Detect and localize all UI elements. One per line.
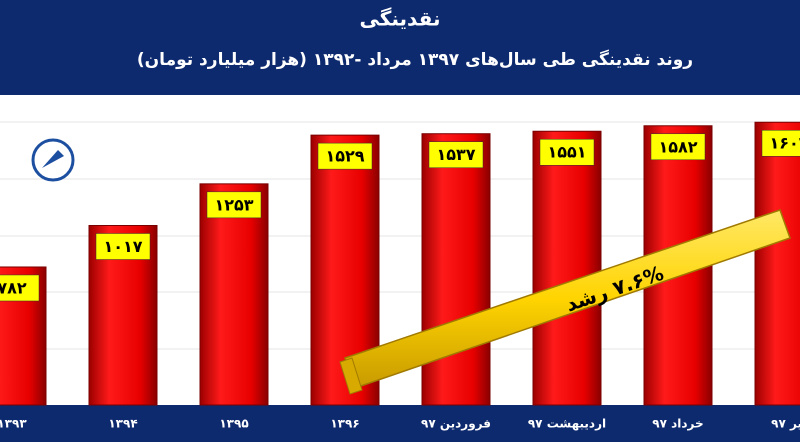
chart-title: نقدینگی bbox=[360, 7, 441, 31]
value-label-box bbox=[650, 133, 706, 161]
value-label-box bbox=[206, 191, 262, 219]
value-label: ۱۵۵۱ bbox=[547, 143, 586, 162]
value-label: ۱۲۵۳ bbox=[214, 195, 253, 214]
footer-band bbox=[0, 405, 800, 442]
bar bbox=[532, 130, 602, 406]
value-label: ۱۶۰۲ bbox=[769, 134, 800, 153]
x-tick-label: ۱۳۹۶ bbox=[330, 417, 359, 431]
value-label-box bbox=[539, 138, 595, 166]
header-band bbox=[0, 0, 800, 95]
value-label: ۱۰۱۷ bbox=[103, 237, 142, 256]
chart-subtitle: روند نقدینگی طی سال‌های ۱۳۹۷ مرداد -۱۳۹۲… bbox=[137, 49, 693, 70]
value-label: ۱۵۲۹ bbox=[325, 147, 364, 166]
x-tick-label: فروردین ۹۷ bbox=[421, 417, 491, 432]
value-label-box bbox=[0, 274, 40, 302]
x-tick-label: تیر ۹۷ bbox=[771, 417, 800, 431]
x-tick-label: خرداد ۹۷ bbox=[652, 417, 703, 431]
value-label: ۱۵۳۷ bbox=[436, 145, 475, 164]
bar bbox=[199, 183, 269, 406]
x-tick-label: ۱۳۹۴ bbox=[108, 417, 137, 431]
value-label-box bbox=[95, 233, 151, 260]
logo bbox=[31, 138, 75, 182]
x-tick-label: ۱۳۹۳ bbox=[0, 417, 27, 431]
x-tick-label: ۱۳۹۵ bbox=[219, 417, 248, 431]
bar bbox=[421, 133, 491, 406]
value-label-box bbox=[761, 129, 800, 157]
value-label: ۱۵۸۲ bbox=[658, 137, 697, 156]
value-label: ۷۸۲ bbox=[0, 278, 27, 297]
x-tick-label: اردیبهشت ۹۷ bbox=[528, 417, 606, 431]
bar bbox=[754, 121, 800, 406]
value-label-box bbox=[428, 141, 484, 168]
value-label-box bbox=[317, 142, 373, 170]
